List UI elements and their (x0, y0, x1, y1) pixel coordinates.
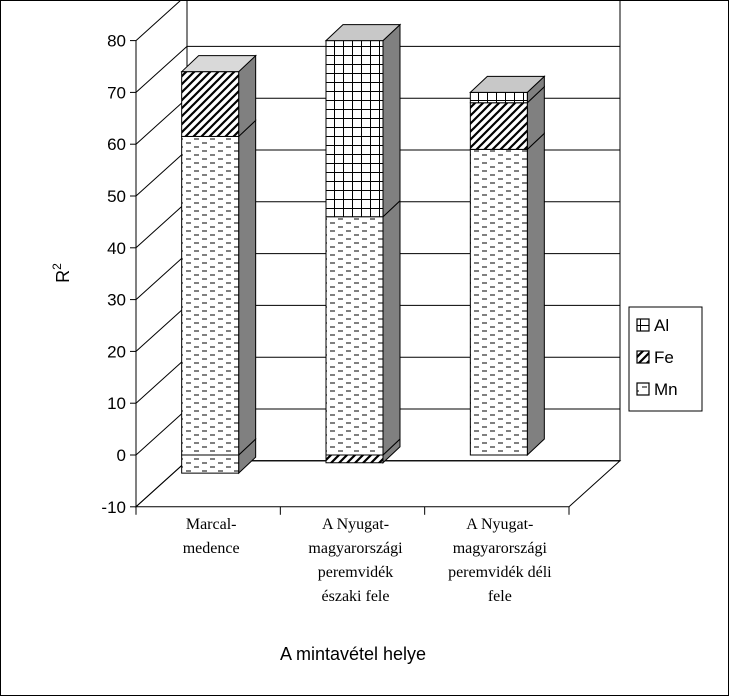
bar-side-Mn (238, 119, 257, 457)
legend-label-Mn: Mn (654, 380, 678, 399)
category-label: északi fele (322, 588, 390, 605)
side-wall-gridline (135, 408, 188, 456)
bar-segment-Mn (325, 216, 384, 456)
category-label: magyarországi (308, 540, 403, 557)
y-tick-label: 30 (107, 291, 126, 310)
side-wall-gridline (135, 356, 188, 404)
side-wall-gridline (135, 0, 182, 41)
bar-segment-Al (325, 40, 384, 218)
bar-segment-Mn (469, 148, 528, 456)
bar-segment-Fe (469, 102, 528, 150)
y-tick-label: 60 (107, 135, 126, 154)
bar-side-Mn (382, 199, 401, 457)
legend-swatch-Mn (636, 382, 650, 396)
category-labels: Marcal-medence A Nyugat-magyarországi pere… (183, 516, 552, 605)
y-tick-label: 20 (107, 342, 126, 361)
side-wall-gridline (135, 149, 188, 197)
category-label: Marcal- (186, 516, 237, 533)
category-label: magyarországi (453, 540, 548, 557)
side-wall-gridline (135, 305, 188, 352)
y-axis-title: R2 (50, 263, 73, 283)
category-label: A Nyugat- (322, 516, 389, 533)
bar-top-Fe (180, 55, 257, 73)
y-tick-label: 0 (117, 446, 126, 465)
legend-swatch-Fe (636, 350, 650, 364)
side-wall-gridline (135, 253, 188, 300)
side-wall-gridline (135, 46, 188, 93)
y-tick-label: -10 (101, 498, 126, 517)
y-tick-label: 80 (107, 32, 126, 51)
bar-side-Mn (526, 132, 545, 457)
side-wall-gridline (135, 201, 188, 249)
bar-side-Al (382, 23, 401, 218)
bar-segment-Mn (181, 454, 240, 474)
category-label: A Nyugat- (466, 516, 533, 533)
y-tick-labels: -10 0 10 20 30 40 50 60 70 80 (101, 32, 136, 517)
bar-top-Al (469, 75, 546, 93)
y-tick-label: 40 (107, 239, 126, 258)
side-wall-gridline (135, 97, 188, 145)
category-label: fele (488, 588, 512, 605)
bar-segment-Mn (181, 135, 240, 456)
category-label: peremvidék (318, 564, 394, 581)
y-tick-label: 50 (107, 187, 126, 206)
bar-segment-Fe (181, 71, 240, 137)
bars (180, 23, 546, 475)
category-label: peremvidék déli (448, 564, 552, 581)
x-axis-title: A mintavétel helye (280, 644, 426, 664)
y-tick-label: 70 (107, 83, 126, 102)
category-label: medence (183, 540, 240, 557)
y-tick-label: 10 (107, 394, 126, 413)
bar-top-Al (324, 24, 402, 42)
bar-segment-Al (469, 91, 528, 104)
legend: Al Fe Mn (628, 306, 703, 412)
gridlines (135, 0, 620, 508)
legend-label-Al: Al (654, 316, 669, 335)
legend-swatch-Al (636, 318, 650, 332)
legend-label-Fe: Fe (654, 348, 674, 367)
bar-segment-Fe (325, 454, 384, 464)
